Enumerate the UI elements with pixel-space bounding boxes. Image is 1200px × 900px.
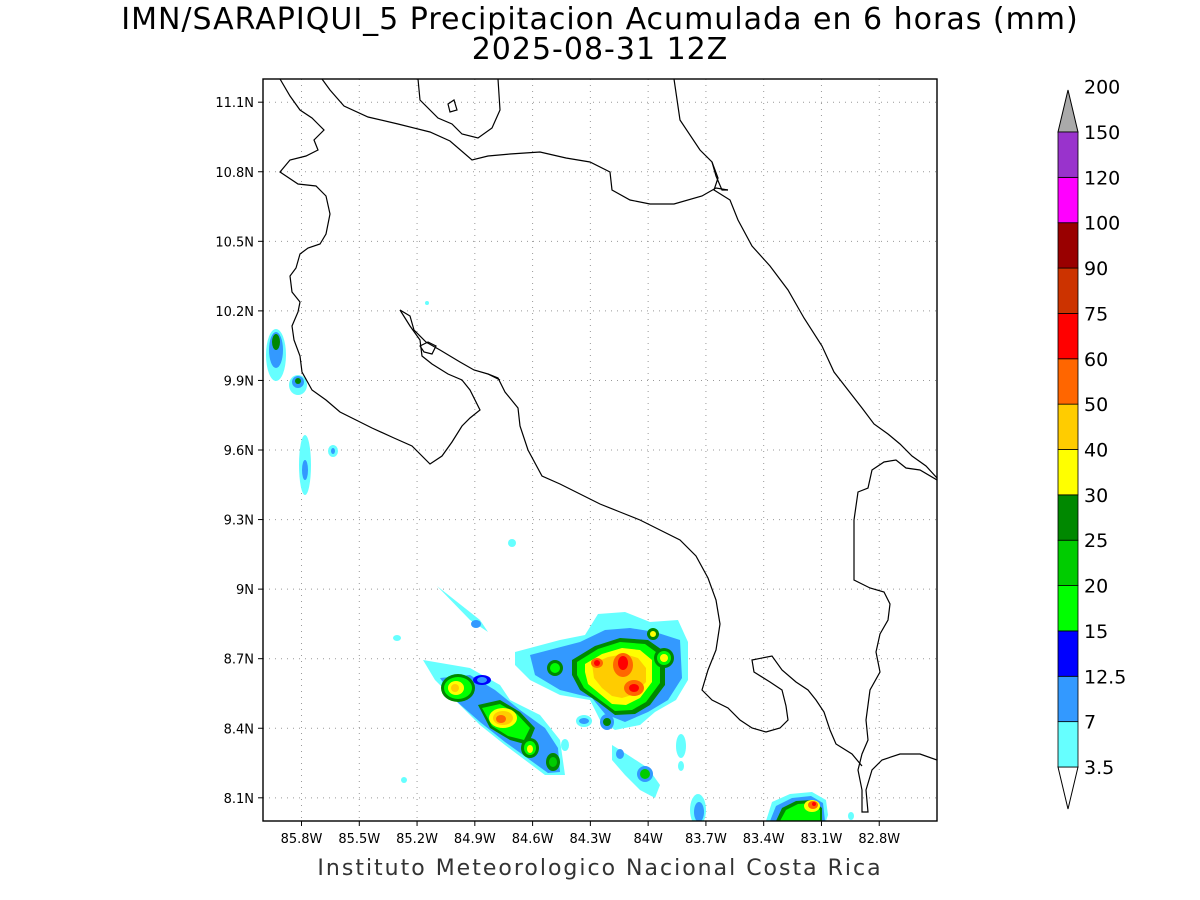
lat-tick-label: 11.1N (215, 96, 254, 111)
colorbar-swatch (1057, 267, 1079, 314)
colorbar-upper-arrow (1057, 89, 1079, 133)
colorbar-swatch (1057, 403, 1079, 450)
lat-tick-label: 9N (236, 583, 254, 598)
colorbar-swatch (1057, 176, 1079, 224)
colorbar-label: 100 (1084, 213, 1120, 235)
lat-tick-label: 8.7N (224, 653, 254, 668)
lon-tick-label: 82.8W (858, 832, 900, 847)
map-title: IMN/SARAPIQUI_5 Precipitacion Acumulada … (121, 2, 1079, 37)
colorbar-label: 75 (1084, 303, 1108, 325)
colorbar-label: 12.5 (1084, 666, 1126, 688)
lon-tick-label: 85.8W (281, 832, 323, 847)
colorbar-swatch (1057, 539, 1079, 586)
colorbar-swatch (1057, 313, 1079, 360)
colorbar-label: 120 (1084, 167, 1120, 189)
colorbar-label: 25 (1084, 530, 1108, 552)
lat-tick-label: 9.6N (224, 444, 254, 459)
lon-tick-label: 84.9W (454, 832, 496, 847)
lon-tick-label: 84W (633, 832, 663, 847)
colorbar-label: 60 (1084, 349, 1108, 371)
lon-tick-label: 84.6W (512, 832, 554, 847)
colorbar-label: 150 (1084, 122, 1120, 144)
lon-tick-label: 85.2W (396, 832, 438, 847)
lon-tick-label: 83.4W (743, 832, 785, 847)
colorbar-label: 50 (1084, 394, 1108, 416)
colorbar-label: 7 (1084, 712, 1096, 734)
lon-tick-label: 83.7W (685, 832, 727, 847)
colorbar-label: 40 (1084, 440, 1108, 462)
lat-tick-label: 9.3N (224, 514, 254, 529)
colorbar-label: 30 (1084, 485, 1108, 507)
lat-tick-label: 10.8N (215, 166, 254, 181)
colorbar-swatch (1057, 721, 1079, 768)
lat-tick-label: 8.1N (224, 792, 254, 807)
lon-tick-label: 83.1W (801, 832, 843, 847)
lon-tick-label: 84.3W (569, 832, 611, 847)
colorbar-swatch (1057, 630, 1079, 677)
colorbar-label: 200 (1084, 77, 1120, 99)
lat-tick-label: 10.5N (215, 235, 254, 250)
coastline (279, 79, 937, 813)
footer-credit: Instituto Meteorologico Nacional Costa R… (317, 856, 883, 881)
colorbar-label: 15 (1084, 621, 1108, 643)
lat-tick-label: 10.2N (215, 305, 254, 320)
precipitation-field (266, 301, 854, 821)
colorbar-swatch (1057, 449, 1079, 496)
colorbar: 3.5 7 12.5 15 20 25 30 40 50 60 75 90 100 120 150 200 (1057, 77, 1126, 810)
colorbar-label: 20 (1084, 576, 1108, 598)
colorbar-label: 90 (1084, 258, 1108, 280)
colorbar-swatch (1057, 494, 1079, 541)
colorbar-swatch (1057, 358, 1079, 405)
axis-labels: 85.8W 85.5W 85.2W 84.9W 84.6W 84.3W 84W 83.7W 83… (215, 96, 900, 847)
colorbar-swatch (1057, 585, 1079, 632)
colorbar-lower-arrow (1057, 766, 1079, 810)
lat-tick-label: 8.4N (224, 722, 254, 737)
lon-tick-label: 85.5W (338, 832, 380, 847)
colorbar-swatch (1057, 131, 1079, 178)
colorbar-label: 3.5 (1084, 757, 1114, 779)
colorbar-swatch (1057, 222, 1079, 269)
lat-tick-label: 9.9N (224, 374, 254, 389)
colorbar-swatch (1057, 675, 1079, 723)
map-subtitle: 2025-08-31 12Z (471, 32, 729, 67)
